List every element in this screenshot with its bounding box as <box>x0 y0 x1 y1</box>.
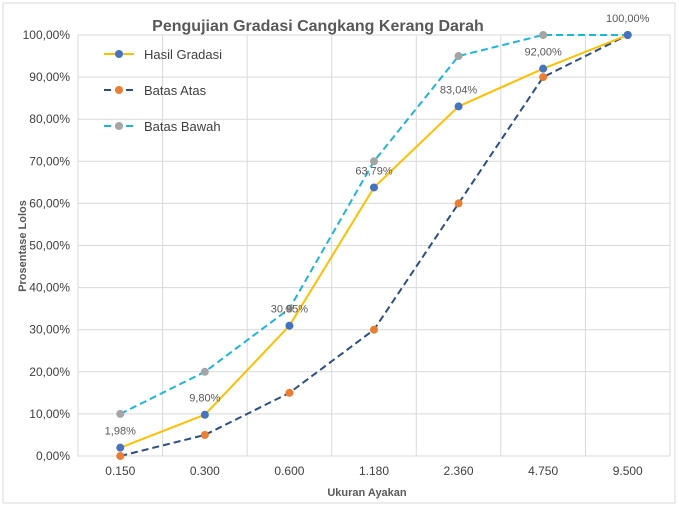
data-label: 63,79% <box>355 165 393 177</box>
legend: Hasil Gradasi Batas Atas Batas Bawah <box>104 47 222 134</box>
data-point <box>370 325 378 334</box>
x-axis-title: Ukuran Ayakan <box>327 487 407 499</box>
x-tick-label: 0.300 <box>190 464 220 478</box>
data-label: 100,00% <box>606 13 650 25</box>
data-point <box>285 304 294 313</box>
legend-label: Hasil Gradasi <box>144 47 222 62</box>
data-label: 30,95% <box>271 304 309 316</box>
data-point <box>200 410 209 419</box>
data-point <box>454 102 463 111</box>
y-tick-label: 0,00% <box>36 449 70 463</box>
data-point <box>539 31 548 39</box>
y-tick-label: 70,00% <box>29 154 70 168</box>
data-point <box>454 199 463 208</box>
chart-title: Pengujian Gradasi Cangkang Kerang Darah <box>152 18 484 35</box>
x-tick-label: 4.750 <box>528 464 558 478</box>
data-point <box>370 183 378 192</box>
y-tick-label: 50,00% <box>29 239 70 253</box>
data-label: 1,98% <box>105 426 136 438</box>
y-tick-label: 40,00% <box>29 281 70 295</box>
x-tick-label: 2.360 <box>444 464 474 478</box>
data-point <box>116 443 125 452</box>
y-tick-label: 90,00% <box>29 70 70 84</box>
data-point <box>454 52 463 61</box>
data-point <box>200 430 209 439</box>
y-tick-label: 80,00% <box>29 112 70 126</box>
x-tick-label: 9.500 <box>613 464 643 478</box>
data-label: 83,04% <box>440 84 478 96</box>
y-tick-label: 60,00% <box>29 196 70 210</box>
data-label: 92,00% <box>524 47 562 59</box>
data-point <box>200 367 209 376</box>
data-point <box>539 73 548 82</box>
data-point <box>116 409 125 418</box>
x-tick-label: 0.600 <box>274 464 304 478</box>
data-point <box>623 31 632 39</box>
data-point <box>370 157 378 166</box>
series-layer: 1,98% 9,80% 30,95% 63,79% 83,04% 92,00% 100,00… <box>105 13 650 460</box>
y-tick-label: 30,00% <box>29 323 70 337</box>
y-axis-title: Prosentase Lolos <box>17 200 29 292</box>
y-tick-label: 20,00% <box>29 365 70 379</box>
data-point <box>539 64 548 73</box>
data-point <box>116 452 125 460</box>
legend-marker <box>115 122 123 130</box>
data-label: 9,80% <box>189 393 220 405</box>
legend-label: Batas Bawah <box>144 119 221 134</box>
legend-marker <box>115 86 123 94</box>
axis-layer: 0,00% 10,00% 20,00% 30,00% 40,00% 50,00% 60,00… <box>23 28 643 478</box>
y-tick-label: 10,00% <box>29 407 70 421</box>
data-point <box>285 388 294 397</box>
legend-marker <box>115 50 123 58</box>
grid-layer <box>77 34 671 457</box>
x-tick-label: 1.180 <box>359 464 389 478</box>
y-tick-label: 100,00% <box>23 28 71 42</box>
legend-label: Batas Atas <box>144 83 207 98</box>
data-point <box>285 321 294 330</box>
x-tick-label: 0.150 <box>105 464 135 478</box>
